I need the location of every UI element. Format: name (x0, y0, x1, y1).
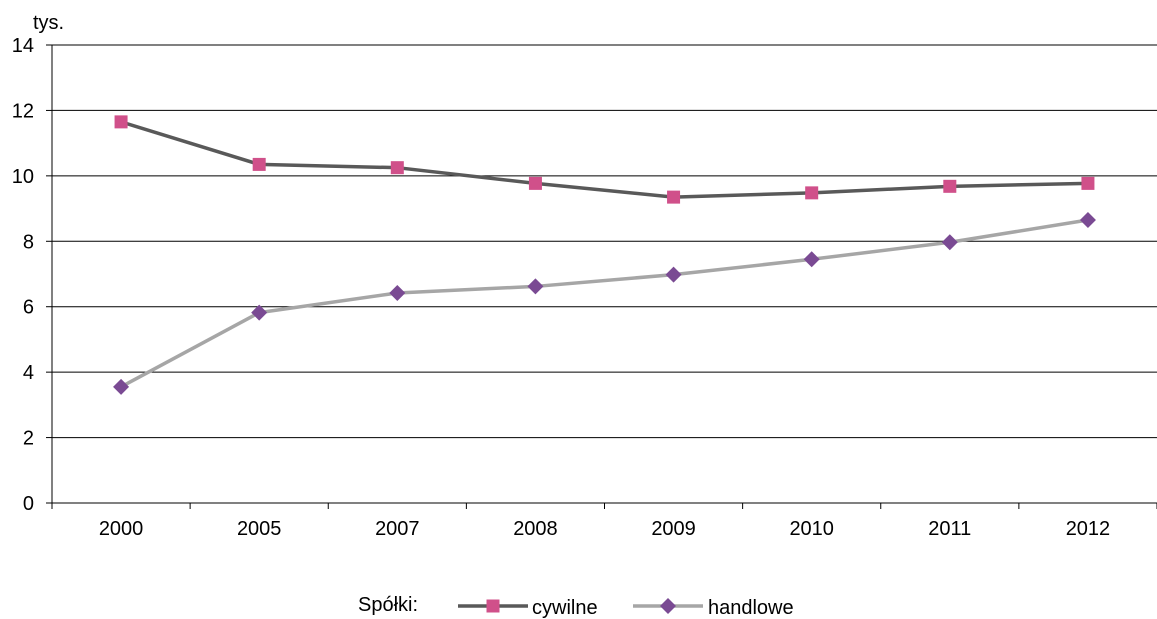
x-tick-labels: 2000 2005 2007 2008 2009 2010 2011 2012 (51, 503, 1157, 540)
data-point-handlowe (113, 378, 130, 395)
series-line-handlowe (120, 218, 1089, 389)
y-tick-label: 8 (23, 231, 34, 253)
data-point-handlowe (1079, 212, 1096, 229)
data-point-handlowe (941, 234, 958, 251)
legend-swatch-marker-cywilne (486, 599, 500, 613)
data-point-cywilne (114, 115, 128, 129)
series-layer (113, 115, 1096, 395)
data-point-handlowe (803, 251, 820, 268)
x-tick-label: 2005 (237, 518, 282, 540)
y-tick-label: 10 (12, 166, 34, 188)
y-tick-label: 0 (23, 493, 34, 515)
y-tick-label: 12 (12, 100, 34, 122)
x-tick-label: 2009 (651, 518, 696, 540)
legend-label-handlowe: handlowe (708, 597, 794, 619)
y-tick-labels: 0 2 4 6 8 10 12 14 (12, 35, 52, 515)
series-handlowe (113, 212, 1096, 395)
y-axis-unit-label: tys. (33, 12, 64, 34)
data-point-handlowe (527, 278, 544, 295)
legend: Spółki: cywilne handlowe (358, 594, 794, 619)
x-tick-label: 2008 (513, 518, 558, 540)
legend-label-cywilne: cywilne (532, 597, 598, 619)
x-tick-label: 2010 (789, 518, 834, 540)
data-point-cywilne (528, 176, 542, 190)
data-point-handlowe (389, 284, 406, 301)
series-cywilne (114, 115, 1095, 204)
data-point-handlowe (665, 266, 682, 283)
series-line-cywilne (120, 120, 1088, 199)
y-tick-label: 2 (23, 428, 34, 450)
x-tick-label: 2007 (375, 518, 420, 540)
data-point-handlowe (251, 304, 268, 321)
y-tick-label: 4 (23, 362, 34, 384)
legend-prefix: Spółki: (358, 594, 418, 616)
data-point-cywilne (252, 157, 266, 171)
data-point-cywilne (390, 161, 404, 175)
legend-swatch-marker-handlowe (660, 598, 676, 614)
y-tick-label: 6 (23, 297, 34, 319)
x-tick-label: 2011 (928, 518, 971, 540)
data-point-cywilne (943, 179, 957, 193)
data-point-cywilne (1081, 176, 1095, 190)
gridlines (52, 44, 1157, 439)
y-tick-label: 14 (12, 35, 34, 57)
x-tick-label: 2012 (1066, 518, 1111, 540)
axes: tys. (33, 12, 1157, 504)
data-point-cywilne (805, 186, 819, 200)
x-tick-label: 2000 (99, 518, 144, 540)
data-point-cywilne (667, 190, 681, 204)
